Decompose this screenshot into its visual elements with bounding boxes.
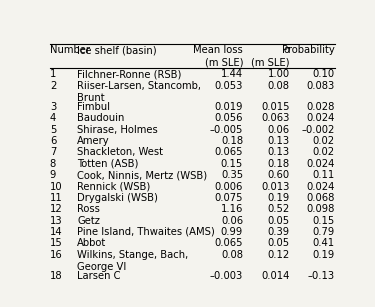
Text: 4: 4 [50, 113, 56, 123]
Text: –0.13: –0.13 [308, 271, 334, 281]
Text: –0.002: –0.002 [301, 125, 334, 135]
Text: Number: Number [50, 45, 90, 55]
Text: 0.02: 0.02 [312, 136, 334, 146]
Text: Totten (ASB): Totten (ASB) [77, 159, 139, 169]
Text: Mean loss
(m SLE): Mean loss (m SLE) [193, 45, 243, 68]
Text: 0.41: 0.41 [312, 238, 334, 248]
Text: 7: 7 [50, 147, 56, 157]
Text: 0.06: 0.06 [221, 216, 243, 226]
Text: Larsen C: Larsen C [77, 271, 121, 281]
Text: 0.12: 0.12 [267, 250, 290, 260]
Text: 0.065: 0.065 [214, 238, 243, 248]
Text: 0.013: 0.013 [261, 181, 290, 192]
Text: 0.098: 0.098 [306, 204, 334, 214]
Text: 0.006: 0.006 [214, 181, 243, 192]
Text: 1.16: 1.16 [220, 204, 243, 214]
Text: 1.00: 1.00 [267, 69, 290, 80]
Text: Pine Island, Thwaites (AMS): Pine Island, Thwaites (AMS) [77, 227, 215, 237]
Text: Ice shelf (basin): Ice shelf (basin) [77, 45, 157, 55]
Text: 2: 2 [50, 81, 56, 91]
Text: 0.06: 0.06 [267, 125, 290, 135]
Text: 18: 18 [50, 271, 62, 281]
Text: Riiser-Larsen, Stancomb,
Brunt: Riiser-Larsen, Stancomb, Brunt [77, 81, 201, 103]
Text: 0.10: 0.10 [312, 69, 334, 80]
Text: 13: 13 [50, 216, 62, 226]
Text: 0.05: 0.05 [267, 216, 290, 226]
Text: 5: 5 [50, 125, 56, 135]
Text: Getz: Getz [77, 216, 100, 226]
Text: 16: 16 [50, 250, 63, 260]
Text: 0.13: 0.13 [267, 136, 290, 146]
Text: σ
(m SLE): σ (m SLE) [251, 45, 290, 68]
Text: Amery: Amery [77, 136, 110, 146]
Text: 0.056: 0.056 [214, 113, 243, 123]
Text: 9: 9 [50, 170, 56, 180]
Text: 0.35: 0.35 [221, 170, 243, 180]
Text: 1.44: 1.44 [221, 69, 243, 80]
Text: 0.52: 0.52 [267, 204, 290, 214]
Text: Cook, Ninnis, Mertz (WSB): Cook, Ninnis, Mertz (WSB) [77, 170, 207, 180]
Text: 8: 8 [50, 159, 56, 169]
Text: –0.005: –0.005 [210, 125, 243, 135]
Text: 0.18: 0.18 [221, 136, 243, 146]
Text: Baudouin: Baudouin [77, 113, 125, 123]
Text: 0.15: 0.15 [312, 216, 334, 226]
Text: Shackleton, West: Shackleton, West [77, 147, 164, 157]
Text: 0.014: 0.014 [261, 271, 290, 281]
Text: 10: 10 [50, 181, 62, 192]
Text: 0.13: 0.13 [267, 147, 290, 157]
Text: 6: 6 [50, 136, 56, 146]
Text: 0.08: 0.08 [221, 250, 243, 260]
Text: 0.11: 0.11 [312, 170, 334, 180]
Text: Drygalski (WSB): Drygalski (WSB) [77, 193, 158, 203]
Text: Rennick (WSB): Rennick (WSB) [77, 181, 151, 192]
Text: 11: 11 [50, 193, 63, 203]
Text: 0.068: 0.068 [306, 193, 334, 203]
Text: 14: 14 [50, 227, 62, 237]
Text: 0.99: 0.99 [221, 227, 243, 237]
Text: 0.60: 0.60 [267, 170, 290, 180]
Text: Wilkins, Stange, Bach,
George VI: Wilkins, Stange, Bach, George VI [77, 250, 189, 272]
Text: 0.08: 0.08 [267, 81, 290, 91]
Text: 0.024: 0.024 [306, 113, 334, 123]
Text: 0.05: 0.05 [267, 238, 290, 248]
Text: Abbot: Abbot [77, 238, 106, 248]
Text: 0.79: 0.79 [312, 227, 334, 237]
Text: 3: 3 [50, 102, 56, 112]
Text: 0.053: 0.053 [214, 81, 243, 91]
Text: 0.015: 0.015 [261, 102, 290, 112]
Text: 0.18: 0.18 [267, 159, 290, 169]
Text: Filchner-Ronne (RSB): Filchner-Ronne (RSB) [77, 69, 182, 80]
Text: 1: 1 [50, 69, 56, 80]
Text: 0.028: 0.028 [306, 102, 334, 112]
Text: 15: 15 [50, 238, 63, 248]
Text: 0.024: 0.024 [306, 181, 334, 192]
Text: Ross: Ross [77, 204, 100, 214]
Text: 0.063: 0.063 [261, 113, 290, 123]
Text: Fimbul: Fimbul [77, 102, 110, 112]
Text: 0.39: 0.39 [267, 227, 290, 237]
Text: 0.065: 0.065 [214, 147, 243, 157]
Text: 0.19: 0.19 [267, 193, 290, 203]
Text: 0.19: 0.19 [312, 250, 334, 260]
Text: 0.024: 0.024 [306, 159, 334, 169]
Text: 0.15: 0.15 [221, 159, 243, 169]
Text: Shirase, Holmes: Shirase, Holmes [77, 125, 158, 135]
Text: 12: 12 [50, 204, 63, 214]
Text: 0.019: 0.019 [214, 102, 243, 112]
Text: –0.003: –0.003 [210, 271, 243, 281]
Text: Probability: Probability [282, 45, 334, 55]
Text: 0.02: 0.02 [312, 147, 334, 157]
Text: 0.075: 0.075 [214, 193, 243, 203]
Text: 0.083: 0.083 [306, 81, 334, 91]
